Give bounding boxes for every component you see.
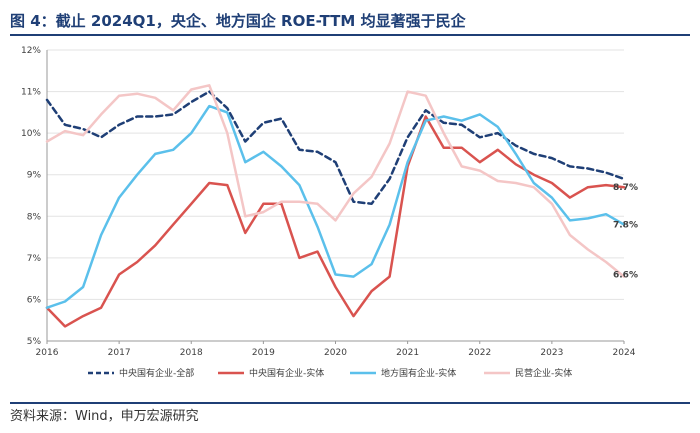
x-tick-label: 2018 (180, 348, 203, 358)
y-tick-label: 10% (21, 129, 41, 139)
source-note: 资料来源：Wind，申万宏源研究 (10, 409, 199, 424)
y-tick-label: 6% (27, 295, 42, 305)
y-tick-label: 8% (27, 212, 42, 222)
y-axis-ticks: 5% 6% 7% 8% 9% 10% 11% 12% (21, 46, 41, 347)
legend: 中央国有企业-全部 中央国有企业-实体 地方国有企业-实体 民营企业-实体 (88, 367, 572, 379)
y-tick-label: 12% (21, 46, 41, 56)
figure-title: 图 4：截止 2024Q1，央企、地方国企 ROE-TTM 均显著强于民企 (10, 12, 466, 30)
legend-label: 民营企业-实体 (515, 367, 572, 379)
end-label: 8.7% (613, 183, 638, 193)
series-lines (45, 84, 626, 328)
y-tick-label: 11% (21, 88, 41, 98)
x-tick-label: 2021 (396, 348, 419, 358)
x-tick-label: 2022 (468, 348, 491, 358)
y-tick-label: 5% (27, 337, 42, 347)
x-tick-label: 2017 (108, 348, 131, 358)
series-line-4 (45, 84, 626, 278)
series-line-1 (45, 90, 626, 206)
x-tick-label: 2016 (36, 348, 59, 358)
footer-rule (10, 402, 690, 404)
x-tick-label: 2019 (252, 348, 275, 358)
x-tick-label: 2020 (324, 348, 347, 358)
x-tick-label: 2023 (540, 348, 563, 358)
end-label: 7.8% (613, 221, 638, 231)
x-tick-label: 2024 (613, 348, 636, 358)
y-tick-label: 9% (27, 171, 42, 181)
legend-label: 地方国有企业-实体 (381, 367, 456, 379)
legend-label: 中央国有企业-实体 (249, 367, 324, 379)
end-labels: 8.7% 7.8% 6.6% (613, 183, 638, 280)
title-underline (10, 34, 690, 36)
legend-label: 中央国有企业-全部 (119, 367, 194, 379)
end-label: 6.6% (613, 270, 638, 280)
series-line-3 (45, 104, 626, 309)
line-chart: 5% 6% 7% 8% 9% 10% 11% 12% 2016 2017 2018 2019 2020… (21, 46, 638, 379)
x-axis-ticks: 2016 2017 2018 2019 2020 2021 2022 2023 2024 (36, 341, 636, 358)
y-tick-label: 7% (27, 254, 42, 264)
